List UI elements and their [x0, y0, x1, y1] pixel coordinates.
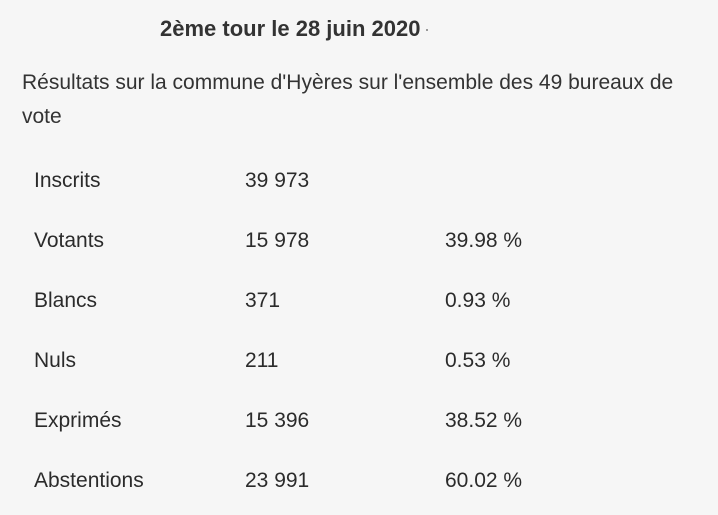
title-marker: [426, 29, 429, 32]
row-count: 39 973: [245, 169, 310, 192]
row-label: Abstentions: [34, 469, 144, 492]
row-label: Inscrits: [34, 169, 101, 192]
row-count: 15 396: [245, 409, 310, 432]
row-label: Votants: [34, 229, 105, 252]
row-percent: 0.93 %: [445, 289, 511, 312]
page-title-text: 2ème tour le 28 juin 2020: [160, 16, 421, 41]
row-percent: 39.98 %: [445, 229, 523, 252]
row-label: Exprimés: [34, 409, 122, 432]
row-count: 211: [245, 349, 279, 372]
table-row: Abstentions 23 991 60.02 %: [34, 460, 654, 515]
row-percent: 38.52 %: [445, 409, 523, 432]
table-row: Inscrits 39 973: [34, 160, 654, 220]
row-count: 23 991: [245, 469, 310, 492]
row-percent: [445, 160, 654, 220]
row-percent: 0.53 %: [445, 349, 511, 372]
table-row: Votants 15 978 39.98 %: [34, 220, 654, 280]
table-row: Exprimés 15 396 38.52 %: [34, 400, 654, 460]
row-label: Nuls: [34, 349, 77, 372]
page-title: 2ème tour le 28 juin 2020: [160, 14, 429, 44]
results-table: Inscrits 39 973 Votants 15 978 39.98 % B…: [34, 160, 654, 515]
results-intro: Résultats sur la commune d'Hyères sur l'…: [22, 71, 674, 128]
row-count: 371: [245, 289, 281, 312]
table-row: Nuls 211 0.53 %: [34, 340, 654, 400]
row-percent: 60.02 %: [445, 469, 523, 492]
table-row: Blancs 371 0.93 %: [34, 280, 654, 340]
row-count: 15 978: [245, 229, 310, 252]
row-label: Blancs: [34, 289, 98, 312]
